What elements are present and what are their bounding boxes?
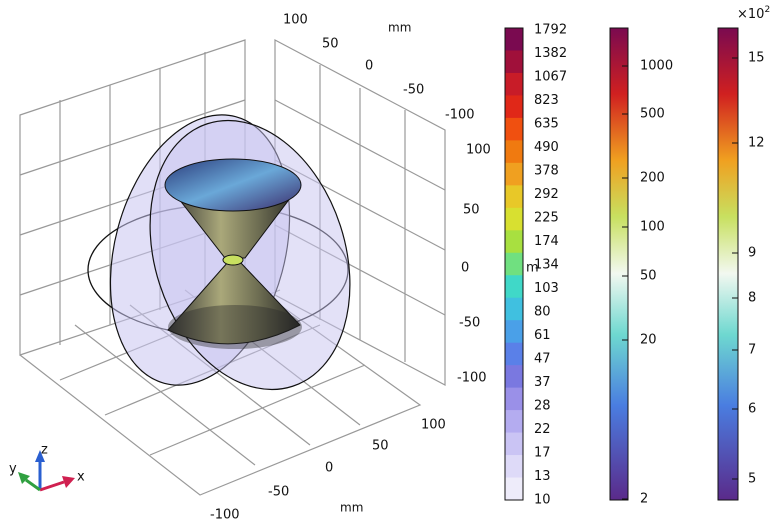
axis-tick-label: 0 <box>325 461 333 476</box>
colorbar-label: 292 <box>534 187 559 202</box>
colorbar-band <box>505 297 523 321</box>
colorbar-label: 61 <box>534 328 551 343</box>
colorbar-band <box>505 455 523 479</box>
triad-label: z <box>41 443 48 458</box>
axis-tick-label: 100 <box>421 418 446 433</box>
colorbar-label: 80 <box>534 305 551 320</box>
axis-tick-label: 50 <box>372 439 389 454</box>
colorbar-label: 1792 <box>534 23 567 38</box>
axis-tick-label: 0 <box>461 261 469 276</box>
colorbar-label: 7 <box>748 343 756 358</box>
colorbar-label: 10 <box>534 493 551 508</box>
colorbar-label: 200 <box>640 171 665 186</box>
colorbar-label: 490 <box>534 140 559 155</box>
colorbar-label: 823 <box>534 93 559 108</box>
axis-tick-label: -100 <box>457 371 487 386</box>
colorbar <box>717 27 739 501</box>
colorbar-label: 28 <box>534 399 551 414</box>
colorbar-band <box>505 410 523 434</box>
colorbar-label: 37 <box>534 375 551 390</box>
exponent-base: ×10 <box>737 7 764 22</box>
axis-unit: mm <box>340 501 363 515</box>
axis-tick-label: -100 <box>445 108 475 123</box>
axis-tick-label: 100 <box>283 13 308 28</box>
colorbar-band <box>505 28 523 51</box>
axis-unit: mm <box>388 21 411 35</box>
colorbar-label: 225 <box>534 211 559 226</box>
colorbar-band <box>505 117 523 141</box>
colorbar-band <box>505 50 523 74</box>
axis-tick-label: 100 <box>466 143 491 158</box>
colorbar-label: 8 <box>748 291 756 306</box>
colorbar-band <box>505 365 523 389</box>
colorbar-label: 20 <box>640 333 657 348</box>
axis-tick-label: 50 <box>322 37 339 52</box>
colorbar-label: 5 <box>748 472 756 487</box>
colorbar-band <box>505 320 523 344</box>
colorbar-label: 1382 <box>534 46 567 61</box>
colorbar-label: 47 <box>534 352 551 367</box>
colorbar-label: 635 <box>534 117 559 132</box>
triad: z x y <box>9 443 85 492</box>
colorbar-band <box>505 95 523 119</box>
exponent-power: 2 <box>764 5 770 15</box>
colorbar-band <box>505 207 523 231</box>
field-slices <box>87 114 351 391</box>
colorbar-label: 6 <box>748 402 756 417</box>
colorbar-band <box>505 387 523 411</box>
colorbar-label: 134 <box>534 258 559 273</box>
colorbar-label: 50 <box>640 269 657 284</box>
triad-label: y <box>9 462 17 477</box>
colorbar-band <box>505 477 523 501</box>
axis-tick-label: -50 <box>459 316 480 331</box>
axis-tick-label: 0 <box>365 59 373 74</box>
colorbar-band <box>505 162 523 186</box>
colorbar-band <box>505 140 523 164</box>
colorbar-label: 9 <box>748 246 756 261</box>
colorbar <box>609 27 629 501</box>
colorbar-band <box>505 432 523 456</box>
colorbar-label: 22 <box>534 422 551 437</box>
colorbar-label: 174 <box>534 234 559 249</box>
axis-tick-label: -100 <box>210 508 240 523</box>
colorbar-band <box>505 230 523 254</box>
colorbar-label: 12 <box>748 136 765 151</box>
colorbar-label: 378 <box>534 164 559 179</box>
colorbar-label: 500 <box>640 107 665 122</box>
axis-tick-label: -50 <box>403 83 424 98</box>
colorbar-label: 15 <box>748 51 765 66</box>
colorbar-band <box>505 72 523 96</box>
triad-label: x <box>77 470 85 485</box>
colorbar-band <box>505 275 523 299</box>
axis-tick-label: -50 <box>268 485 289 500</box>
axis-tick-label: 50 <box>463 203 480 218</box>
colorbar-band <box>505 252 523 276</box>
clipped-unit: m <box>526 261 539 276</box>
colorbar-label: 13 <box>534 469 551 484</box>
colorbar-label: 1067 <box>534 70 567 85</box>
colorbar-band <box>505 185 523 209</box>
colorbar-band <box>505 342 523 366</box>
colorbar-frame <box>504 27 524 501</box>
colorbar-label: 17 <box>534 446 551 461</box>
colorbar-label: 103 <box>534 281 559 296</box>
colorbar-label: 100 <box>640 220 665 235</box>
colorbar-label: 1000 <box>640 59 673 74</box>
colorbar-label: 2 <box>640 492 648 507</box>
exponent: ×102 <box>737 5 770 22</box>
